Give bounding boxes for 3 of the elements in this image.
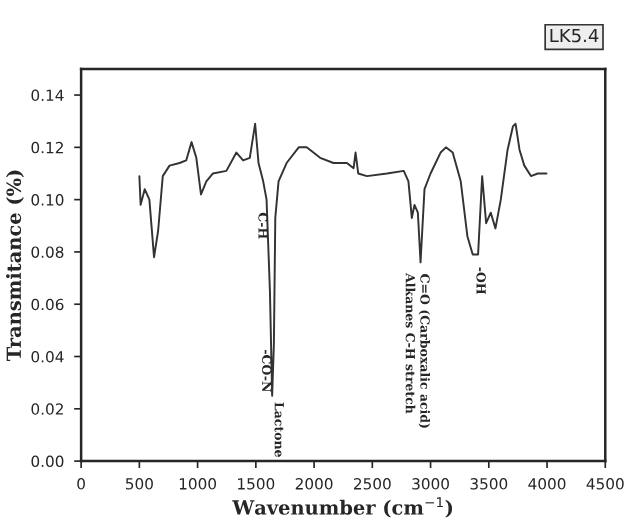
text: LK5.4 xyxy=(550,28,599,43)
x-axis-title: Wavenumber (cm$^{−1}$) xyxy=(232,497,453,518)
y-axis-title: Transmitance (%) xyxy=(6,170,24,362)
